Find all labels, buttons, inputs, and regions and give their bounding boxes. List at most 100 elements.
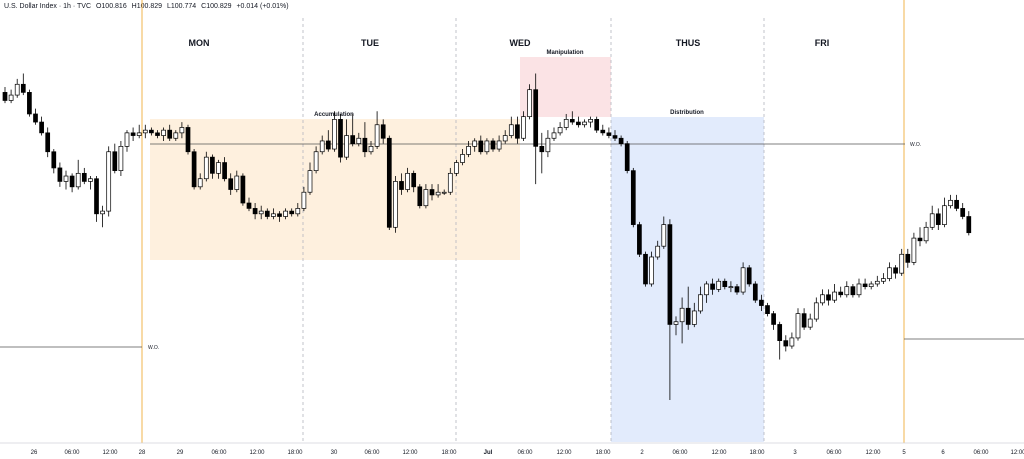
candle-body <box>521 116 526 139</box>
x-tick-label: 12:00 <box>402 450 418 456</box>
candle-body <box>301 191 307 209</box>
candle-body <box>734 286 740 293</box>
candle-body <box>588 119 593 123</box>
candle <box>368 140 374 155</box>
candle-body <box>112 151 118 171</box>
day-label: THUS <box>676 38 701 48</box>
candle-body <box>289 210 295 215</box>
candle-body <box>2 92 8 101</box>
candle <box>533 73 539 185</box>
candle-body <box>399 181 404 190</box>
candle <box>33 108 38 125</box>
candle-body <box>563 119 569 128</box>
candle-body <box>801 313 807 328</box>
candle-body <box>716 280 722 290</box>
candle <box>228 173 234 195</box>
candle <box>649 251 654 287</box>
candle <box>39 116 44 136</box>
candle <box>490 138 496 152</box>
x-tick-label: 28 <box>139 450 146 456</box>
candle <box>679 297 685 344</box>
candle-body <box>142 129 148 134</box>
candle-body <box>527 89 532 118</box>
candle-body <box>539 145 545 153</box>
candle-body <box>20 83 26 93</box>
candle-body <box>954 199 959 209</box>
candle-body <box>722 280 728 288</box>
candle-body <box>325 140 331 150</box>
candle-body <box>881 278 886 282</box>
candle <box>594 116 600 133</box>
candle-body <box>771 313 776 325</box>
distribution-zone <box>611 117 764 442</box>
candle-body <box>515 124 520 139</box>
candle <box>691 302 697 328</box>
candle <box>508 116 514 139</box>
candle-body <box>350 135 356 145</box>
candle-body <box>740 267 746 293</box>
candle-body <box>655 245 661 258</box>
candle-body <box>313 151 319 171</box>
candle <box>777 321 783 360</box>
day-label: FRI <box>815 38 830 48</box>
candle <box>557 122 563 136</box>
candle <box>136 124 142 139</box>
candle <box>411 170 417 193</box>
candle <box>820 289 825 306</box>
candle <box>338 113 343 163</box>
candle <box>240 173 246 206</box>
candle <box>563 113 569 131</box>
candle-body <box>118 145 124 171</box>
candle-body <box>393 181 398 228</box>
candle <box>100 205 105 228</box>
candle-body <box>283 210 288 217</box>
candle-body <box>106 151 112 212</box>
candle-body <box>69 175 75 188</box>
candle <box>673 316 679 336</box>
candle <box>429 184 435 201</box>
candle <box>210 154 215 179</box>
candle <box>112 143 118 174</box>
candle-body <box>356 137 362 145</box>
candle-body <box>807 318 813 328</box>
candle-body <box>252 208 258 215</box>
candle-body <box>149 129 154 134</box>
candle-body <box>319 140 325 153</box>
candle <box>460 149 465 166</box>
candle <box>966 211 972 236</box>
candle <box>124 130 130 152</box>
candle <box>203 151 209 182</box>
candle-body <box>496 140 502 150</box>
candle <box>374 111 380 150</box>
candle <box>118 140 124 177</box>
candle <box>710 278 715 295</box>
candle <box>929 205 935 230</box>
candle <box>27 89 32 117</box>
candle <box>588 116 593 128</box>
candle <box>313 146 319 174</box>
candle <box>356 132 362 147</box>
candle <box>704 281 709 303</box>
candle-body <box>545 137 551 153</box>
candle <box>8 89 14 104</box>
candle-body <box>783 340 789 347</box>
candle <box>454 159 459 177</box>
candle-body <box>45 132 51 153</box>
candle <box>746 265 752 287</box>
candle-body <box>57 167 63 182</box>
candle-body <box>698 294 703 312</box>
candle-body <box>905 253 911 263</box>
candle-body <box>612 135 618 139</box>
candle-body <box>948 199 953 207</box>
candle <box>765 302 770 317</box>
candle <box>441 189 447 195</box>
candle <box>539 132 545 174</box>
candle <box>380 119 386 144</box>
candle <box>51 149 57 174</box>
candle <box>905 248 911 268</box>
candle <box>88 176 93 190</box>
candle <box>716 278 722 293</box>
candle <box>893 265 898 279</box>
